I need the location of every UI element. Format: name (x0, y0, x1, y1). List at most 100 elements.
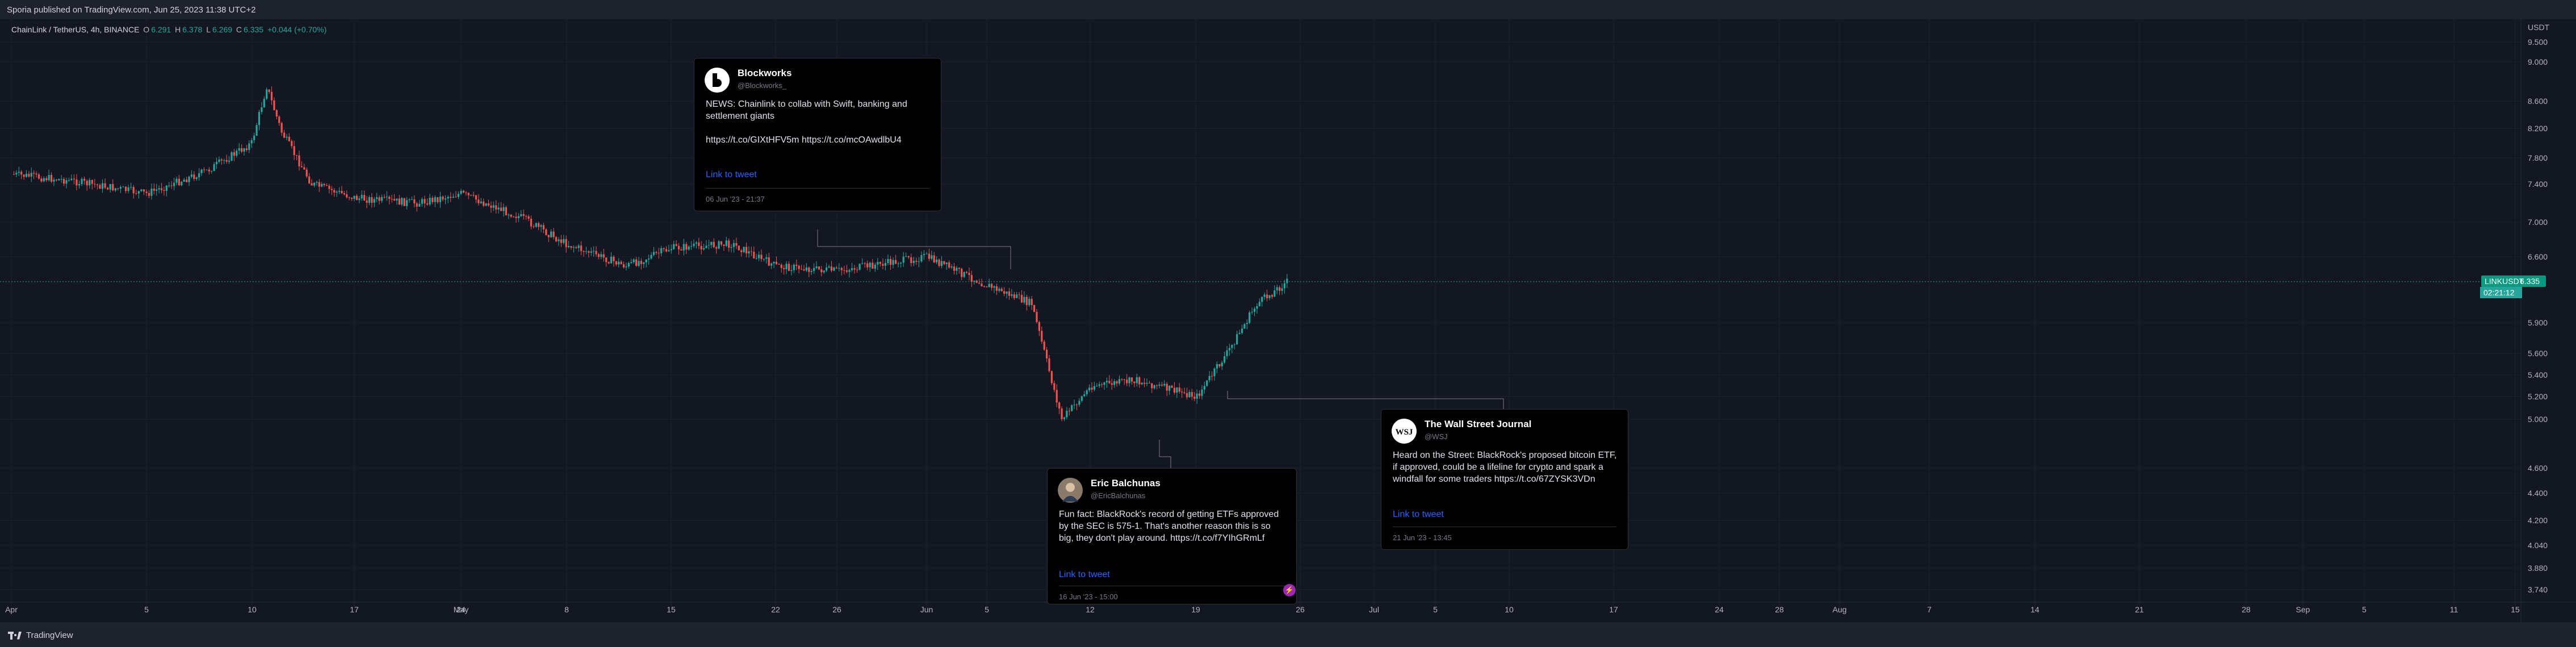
candle-body (510, 214, 512, 217)
publish-text: Sporia published on TradingView.com, Jun… (7, 5, 256, 15)
candle-body (820, 269, 823, 273)
candle-body (645, 259, 647, 263)
candle-body (160, 188, 163, 190)
candle-body (698, 242, 700, 246)
time-tick-label: 22 (771, 605, 780, 614)
candle-body (912, 261, 915, 264)
candle-body (1041, 331, 1043, 342)
tweet-card-wsj: WSJ The Wall Street Journal @WSJ Heard o… (1381, 409, 1628, 550)
candle-body (788, 264, 790, 272)
candle-body (953, 266, 956, 271)
tweet-date: 16 Jun '23 - 15:00 (1059, 592, 1118, 601)
candle-body (215, 161, 218, 164)
candle-body (991, 283, 993, 288)
candle-body (968, 273, 970, 276)
candle-body (1016, 294, 1018, 298)
lightning-icon[interactable]: ⚡ (1283, 584, 1296, 596)
tweet-connector-blockworks (817, 229, 1011, 269)
candle-body (620, 261, 622, 265)
candle-body (956, 268, 958, 271)
candle-body (233, 152, 235, 156)
candle-body (426, 203, 429, 205)
candle-body (190, 174, 193, 177)
candle-body (710, 241, 713, 245)
candle-body (823, 270, 825, 273)
candle-body (211, 171, 213, 172)
candle-body (1020, 295, 1023, 303)
candle-body (1249, 312, 1251, 323)
candle-body (618, 261, 620, 265)
candle-body (462, 190, 465, 193)
candle-body (1168, 385, 1171, 391)
time-tick-label: May (454, 605, 468, 614)
candle-body (735, 243, 738, 246)
candle-body (1228, 348, 1231, 350)
divider (706, 188, 929, 189)
candle-body (1210, 375, 1213, 377)
candle-body (173, 182, 175, 186)
tweet-author: Blockworks (738, 68, 792, 78)
candle-body (923, 254, 925, 256)
candle-body (447, 197, 449, 199)
candle-body (973, 281, 975, 282)
candle-body (552, 231, 555, 237)
candle-body (143, 189, 145, 192)
symbol-tag-name: LINKUSDT (2485, 277, 2524, 286)
tweet-handle: @Blockworks_ (738, 81, 787, 90)
candle-body (278, 116, 280, 123)
candle-body (366, 200, 368, 203)
candle-body (1133, 381, 1136, 383)
candle-body (371, 197, 373, 203)
candle-body (894, 260, 897, 264)
price-tick-label: 4.400 (2528, 489, 2548, 498)
candle-body (840, 268, 843, 270)
time-tick-label: 26 (832, 605, 841, 614)
candle-body (81, 178, 83, 185)
candle-body (363, 195, 366, 201)
candle-body (186, 180, 188, 182)
candle-body (1033, 305, 1036, 312)
candle-body (124, 186, 127, 191)
candle-body (542, 225, 545, 229)
candle-body (961, 269, 963, 277)
tweet-link[interactable]: Link to tweet (1059, 570, 1110, 579)
candle-body (910, 257, 912, 264)
candle-body (615, 261, 617, 265)
candle-body (1018, 294, 1020, 295)
candle-body (117, 188, 119, 189)
candle-body (261, 107, 263, 112)
candle-body (1083, 394, 1086, 396)
balchunas-avatar (1058, 478, 1083, 503)
candle-body (99, 185, 101, 189)
candle-body (308, 176, 311, 183)
candle-body (18, 172, 20, 173)
candle-body (768, 257, 770, 266)
tweet-author: Eric Balchunas (1091, 478, 1161, 489)
candle-body (1063, 417, 1066, 419)
price-tick-label: 3.880 (2528, 563, 2548, 573)
candle-body (305, 169, 308, 177)
time-tick-label: Aug (1833, 605, 1847, 614)
footer-brand[interactable]: TradingView (8, 631, 73, 640)
tweet-link[interactable]: Link to tweet (706, 170, 757, 180)
candle-body (1279, 287, 1281, 291)
time-tick-label: Sep (2296, 605, 2310, 614)
candle-body (119, 187, 122, 189)
countdown-tag: 02:21:12 (2480, 287, 2522, 298)
candle-body (1191, 392, 1193, 397)
candle-body (1203, 386, 1205, 390)
candle-body (200, 169, 203, 173)
candle-body (1011, 294, 1013, 296)
candle-body (1188, 392, 1191, 398)
candle-body (70, 178, 73, 181)
candle-body (936, 259, 938, 262)
candle-body (439, 197, 441, 202)
candle-body (805, 268, 807, 271)
wsj-avatar: WSJ (1392, 419, 1417, 444)
tweet-link[interactable]: Link to tweet (1393, 510, 1444, 519)
candle-body (1006, 291, 1008, 294)
candle-body (938, 259, 940, 266)
candle-body (228, 160, 231, 162)
candle-body (1130, 377, 1133, 382)
candle-body (1233, 344, 1235, 345)
